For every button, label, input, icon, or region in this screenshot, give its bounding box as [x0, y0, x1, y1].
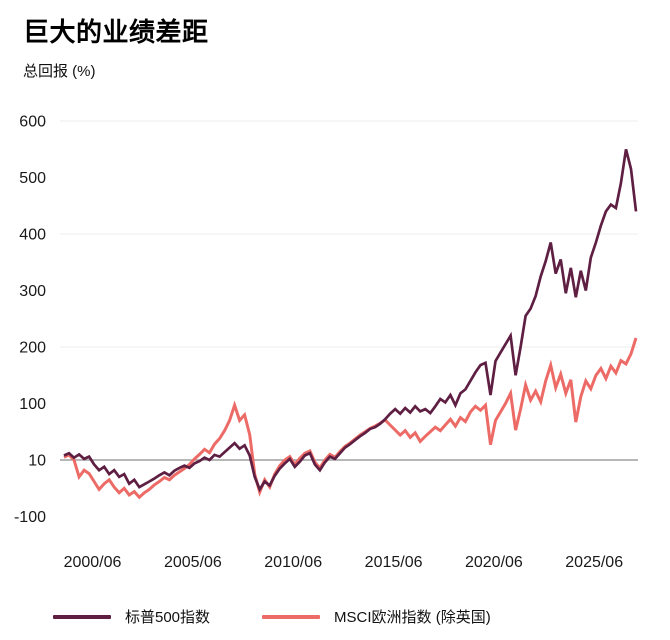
legend-label-sp500: 标普500指数: [125, 609, 211, 626]
y-tick-label: 100: [19, 396, 46, 413]
legend-label-msci-europe-ex-uk: MSCI欧洲指数 (除英国): [334, 609, 491, 626]
x-tick-label: 2015/06: [365, 554, 423, 571]
msci-europe-ex-uk-line: [63, 337, 638, 500]
chart-legend: 标普500指数 MSCI欧洲指数 (除英国): [53, 606, 491, 627]
y-tick-label: 600: [19, 114, 46, 131]
x-tick-label: 2025/06: [565, 554, 623, 571]
y-tick-label: 300: [19, 283, 46, 300]
chart-subtitle: 总回报 (%): [23, 63, 96, 80]
chart-title: 巨大的业绩差距: [23, 17, 209, 47]
msci-europe-line-swatch-icon: [262, 614, 321, 619]
x-tick-label: 2020/06: [465, 554, 523, 571]
sp500-line-swatch-icon: [53, 614, 111, 619]
x-tick-label: 2000/06: [64, 554, 122, 571]
x-tick-label: 2010/06: [264, 554, 322, 571]
y-tick-label: -100: [14, 509, 46, 526]
y-tick-label: 500: [19, 170, 46, 187]
y-tick-label: 200: [19, 340, 46, 357]
legend-item-msci-europe-ex-uk: MSCI欧洲指数 (除英国): [262, 606, 491, 627]
y-tick-label: 10: [28, 453, 46, 470]
sp500-line: [63, 148, 638, 493]
x-tick-label: 2005/06: [164, 554, 222, 571]
performance-chart: 600 500 400 300 200 100 10 -100 2000/06 2005/06 20…: [14, 114, 638, 571]
legend-item-sp500: 标普500指数: [53, 606, 210, 627]
y-tick-label: 400: [19, 227, 46, 244]
